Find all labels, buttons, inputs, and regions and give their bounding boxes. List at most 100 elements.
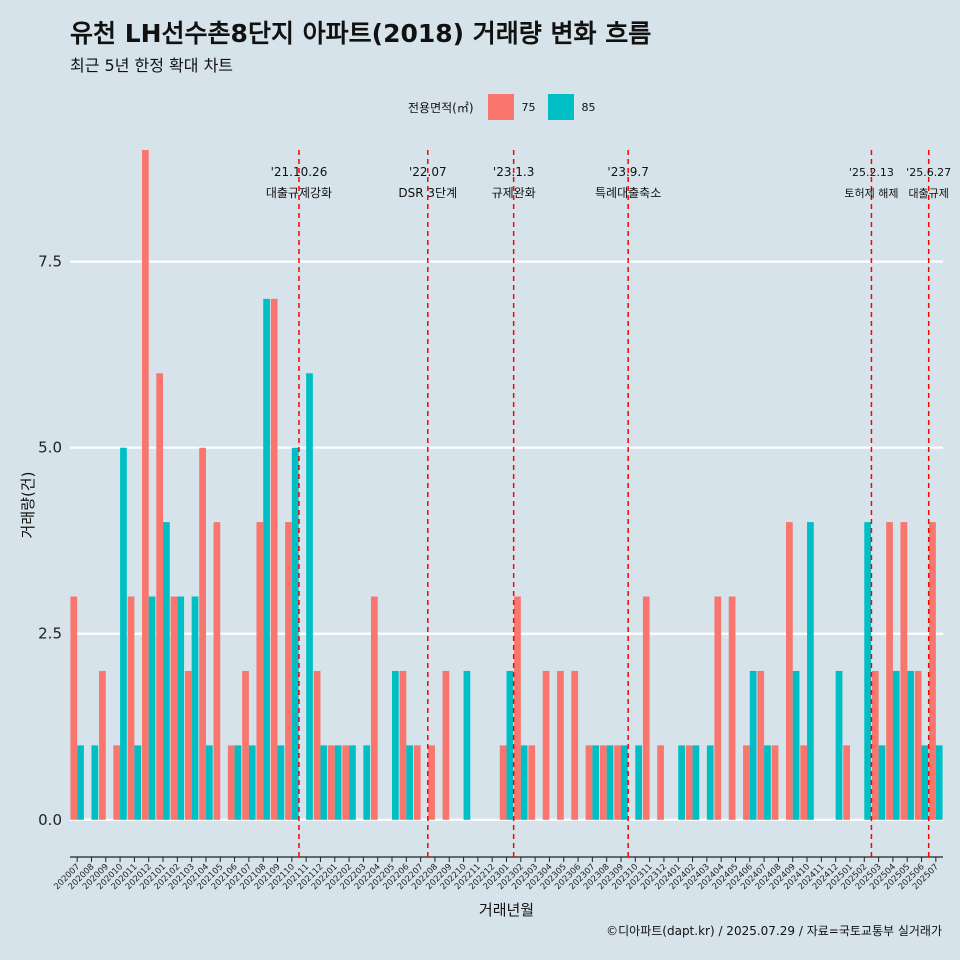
bar-85-202203 [363,745,371,820]
bar-75-202309 [614,745,621,820]
event-label: 특례대출축소 [595,186,661,200]
bar-75-202308 [599,745,607,820]
bar-75-202103 [184,670,192,820]
event-label: 토허제 해제 [844,186,898,200]
bar-85-202506 [921,745,929,820]
x-axis-title: 거래년월 [479,901,534,919]
bar-75-202306 [571,670,579,820]
bar-85-202402 [692,745,700,820]
bar-75-202106 [227,745,235,820]
bar-85-202503 [878,745,886,820]
bar-85-202502 [864,522,872,820]
bar-85-202111 [306,373,313,820]
bar-85-202206 [406,745,414,820]
event-label: 대출규제강화 [266,186,332,200]
bar-85-202109 [277,745,285,820]
bar-85-202409 [792,670,800,820]
bar-75-202409 [786,522,793,820]
bar-75-202007 [70,596,78,820]
y-tick-label: 0.0 [38,811,62,829]
event-label: 대출규제 [908,187,948,200]
bar-75-202301 [499,745,507,820]
source-caption: ©디아파트(dapt.kr) / 2025.07.29 / 자료=국토교통부 실… [606,924,942,938]
bar-85-202010 [120,447,127,820]
bar-85-202307 [592,745,600,820]
event-date-label: '25.6.27 [906,166,951,179]
y-tick-label: 2.5 [38,625,62,643]
bar-75-202305 [557,670,564,820]
event-date-label: '25.2.13 [849,166,894,179]
bar-75-202201 [328,745,335,820]
bar-75-202107 [242,670,249,820]
legend-title: 전용면적(㎡) [408,100,474,115]
bar-85-202505 [907,670,914,820]
event-label: 규제완화 [492,186,536,200]
bar-75-202209 [442,670,450,820]
bar-75-202408 [771,745,779,820]
bar-75-202206 [399,670,407,820]
bar-75-202407 [757,670,765,820]
bar-85-202507 [935,745,943,820]
bar-85-202504 [892,670,900,820]
bar-85-202101 [163,522,170,820]
bar-75-202307 [585,745,593,820]
bar-75-202104 [199,447,206,820]
chart-subtitle: 최근 5년 한정 확대 차트 [70,56,234,75]
bar-75-202207 [413,745,421,820]
event-date-label: '23.9.7 [607,165,648,179]
bar-85-202310 [635,745,643,820]
bar-75-202208 [428,745,435,820]
bar-75-202404 [714,596,722,820]
bar-75-202302 [514,596,521,820]
bar-85-202302 [520,745,528,820]
bar-75-202312 [657,745,664,820]
bar-85-202401 [678,745,685,820]
bar-85-202007 [77,745,84,820]
bar-75-202405 [728,596,736,820]
bar-75-202202 [342,745,350,820]
bar-85-202205 [392,670,399,820]
bar-75-202105 [213,522,221,820]
bar-85-202412 [835,670,843,820]
bar-75-202410 [800,745,808,820]
bar-85-202201 [334,745,342,820]
y-axis-title: 거래량(건) [19,472,37,539]
chart-title: 유천 LH선수촌8단지 아파트(2018) 거래량 변화 흐름 [70,19,652,48]
bar-75-202504 [886,522,893,820]
legend: 전용면적(㎡) 75 85 [408,93,600,121]
bar-75-202112 [313,670,321,820]
bar-75-202311 [642,596,650,820]
bar-85-202108 [263,298,270,820]
bar-85-202210 [463,670,471,820]
bar-75-202402 [685,745,693,820]
bar-85-202407 [764,745,771,820]
bar-75-202101 [156,373,164,820]
bar-85-202103 [191,596,199,820]
legend-label-75: 75 [521,100,536,114]
bar-75-202109 [270,298,278,820]
bar-75-202108 [256,522,264,820]
legend-key-85 [547,94,574,120]
bar-85-202107 [248,745,256,820]
bar-75-202501 [843,745,850,820]
bar-75-202110 [285,522,292,820]
bar-75-202012 [141,150,149,820]
event-date-label: '22.07 [409,165,447,179]
bar-75-202102 [170,596,178,820]
bar-75-202009 [99,670,106,820]
bar-85-202012 [148,596,156,820]
event-label: DSR 3단계 [398,186,457,200]
legend-key-75 [487,94,514,120]
y-tick-label: 7.5 [38,253,62,271]
bar-85-202104 [205,745,213,820]
bar-85-202102 [177,596,185,820]
bar-85-202308 [606,745,614,820]
bar-75-202406 [743,745,750,820]
bar-85-202106 [234,745,242,820]
bar-75-202505 [900,522,908,820]
bar-85-202406 [749,670,757,820]
bar-75-202010 [113,745,121,820]
legend-item-75: 75 [487,94,536,120]
bar-75-202506 [914,670,922,820]
